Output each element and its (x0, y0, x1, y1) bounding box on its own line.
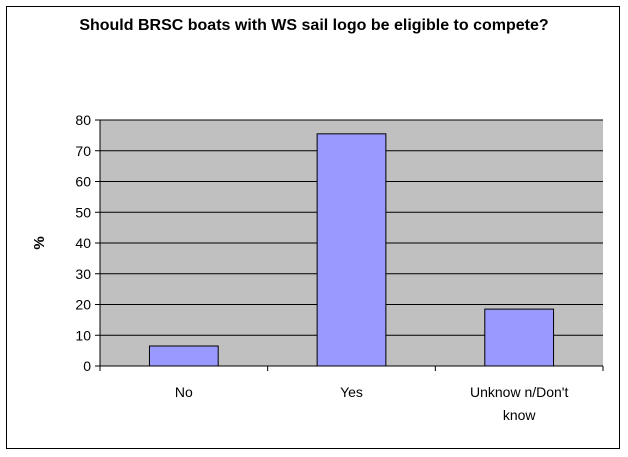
x-category-label: Yes (340, 384, 363, 400)
bar-1 (148, 345, 219, 367)
x-category-label: No (175, 384, 193, 400)
chart-title: Should BRSC boats with WS sail logo be e… (79, 17, 549, 34)
bars (148, 133, 555, 367)
y-tick-label: 40 (75, 235, 91, 251)
y-tick-labels: 0 10 20 30 40 50 60 70 80 (75, 112, 91, 374)
x-category-label-line: Unknow n/Don't (470, 384, 569, 400)
x-category-label: Unknow n/Don't know (470, 384, 569, 423)
x-category-labels: No Yes Unknow n/Don't know (175, 384, 569, 423)
bar-2 (316, 133, 387, 367)
bar-3 (484, 308, 555, 367)
y-tick-label: 10 (75, 327, 91, 343)
y-axis-label: % (31, 236, 48, 249)
y-tick-label: 50 (75, 204, 91, 220)
axes (95, 119, 604, 371)
y-tick-label: 20 (75, 297, 91, 313)
y-tick-label: 0 (83, 358, 91, 374)
y-tick-label: 70 (75, 143, 91, 159)
y-tick-label: 80 (75, 112, 91, 128)
y-tick-label: 30 (75, 266, 91, 282)
x-category-label-line: know (503, 407, 537, 423)
y-tick-label: 60 (75, 174, 91, 190)
